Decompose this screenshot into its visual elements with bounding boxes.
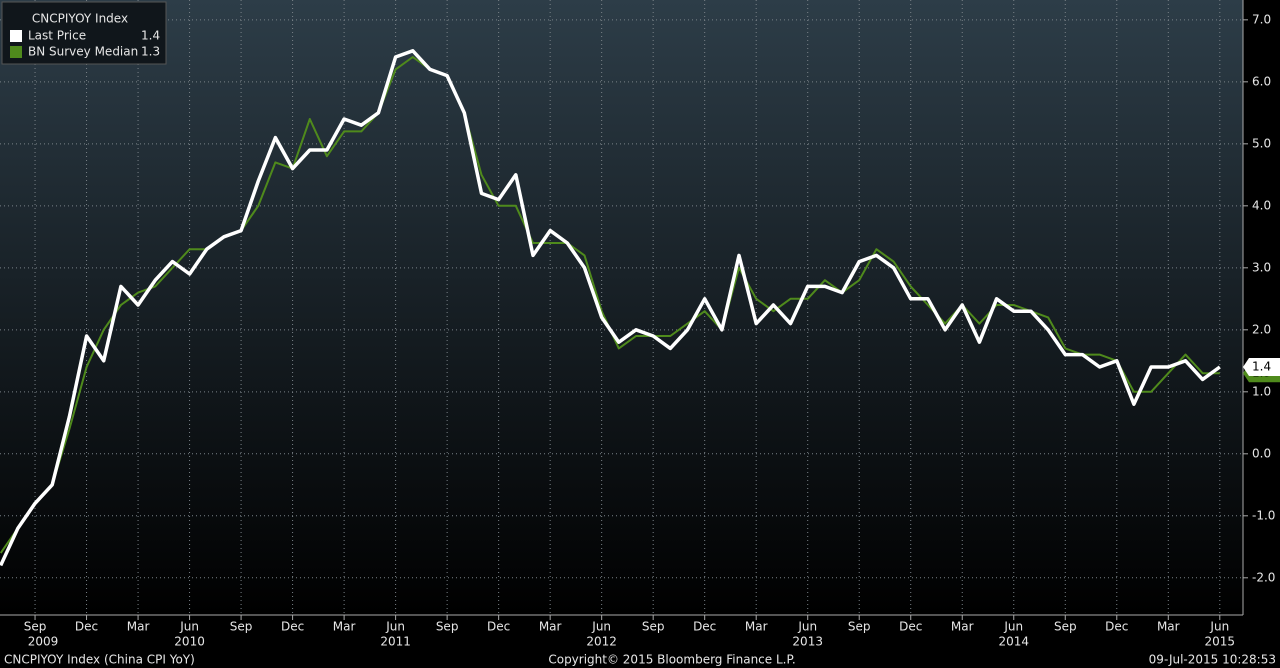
y-tick-label: 0.0 <box>1252 446 1271 460</box>
series-line <box>0 49 1221 567</box>
plot-background <box>0 0 1243 615</box>
year-label: 2012 <box>586 635 617 649</box>
x-tick-label: Mar <box>127 620 150 634</box>
x-tick-label: Dec <box>693 620 716 634</box>
x-tick-label: Jun <box>1003 620 1023 634</box>
year-label: 2015 <box>1205 635 1236 649</box>
x-tick-label: Jun <box>591 620 611 634</box>
year-label: 2009 <box>28 635 59 649</box>
x-tick-label: Sep <box>642 620 665 634</box>
x-tick-label: Dec <box>75 620 98 634</box>
x-tick-label: Sep <box>1054 620 1077 634</box>
legend-box <box>1 1 167 65</box>
legend-label: BN Survey Median <box>28 45 138 59</box>
x-tick-label: Sep <box>24 620 47 634</box>
x-tick-label: Dec <box>281 620 304 634</box>
legend-label: Last Price <box>28 29 86 43</box>
x-tick-label: Mar <box>745 620 768 634</box>
legend-swatch <box>10 30 22 42</box>
year-label: 2011 <box>380 635 411 649</box>
value-badge <box>1243 358 1280 377</box>
value-badge-label: 1.4 <box>1252 360 1271 374</box>
y-tick-label: 3.0 <box>1252 260 1271 274</box>
x-tick-label: Jun <box>797 620 817 634</box>
x-tick-label: Sep <box>436 620 459 634</box>
x-tick-label: Dec <box>899 620 922 634</box>
y-tick-label: -1.0 <box>1252 508 1275 522</box>
x-tick-label: Jun <box>1209 620 1229 634</box>
legend-swatch <box>10 46 22 58</box>
footer-right: 09-Jul-2015 10:28:53 <box>1149 653 1276 667</box>
legend-value: 1.4 <box>141 29 160 43</box>
footer-left: CNCPIYOY Index (China CPI YoY) <box>4 653 195 667</box>
x-tick-label: Mar <box>333 620 356 634</box>
year-label: 2013 <box>792 635 823 649</box>
x-tick-label: Sep <box>848 620 871 634</box>
legend: CNCPIYOY Index Last Price 1.4BN Survey Me… <box>1 1 167 65</box>
y-tick-label: -2.0 <box>1252 570 1275 584</box>
legend-value: 1.3 <box>141 45 160 59</box>
y-tick-label: 1.0 <box>1252 384 1271 398</box>
x-tick-label: Dec <box>487 620 510 634</box>
x-tick-label: Mar <box>539 620 562 634</box>
year-label: 2014 <box>998 635 1029 649</box>
year-label: 2010 <box>174 635 205 649</box>
footer-center: Copyright© 2015 Bloomberg Finance L.P. <box>548 653 795 667</box>
x-tick-label: Dec <box>1105 620 1128 634</box>
y-tick-label: 7.0 <box>1252 12 1271 26</box>
x-tick-label: Mar <box>1157 620 1180 634</box>
x-tick-label: Mar <box>951 620 974 634</box>
x-tick-label: Sep <box>230 620 253 634</box>
y-tick-label: 4.0 <box>1252 198 1271 212</box>
legend-title: CNCPIYOY Index <box>32 12 128 26</box>
y-tick-label: 5.0 <box>1252 136 1271 150</box>
x-tick-label: Jun <box>385 620 405 634</box>
y-tick-label: 6.0 <box>1252 74 1271 88</box>
y-tick-label: 2.0 <box>1252 322 1271 336</box>
x-tick-label: Jun <box>179 620 199 634</box>
